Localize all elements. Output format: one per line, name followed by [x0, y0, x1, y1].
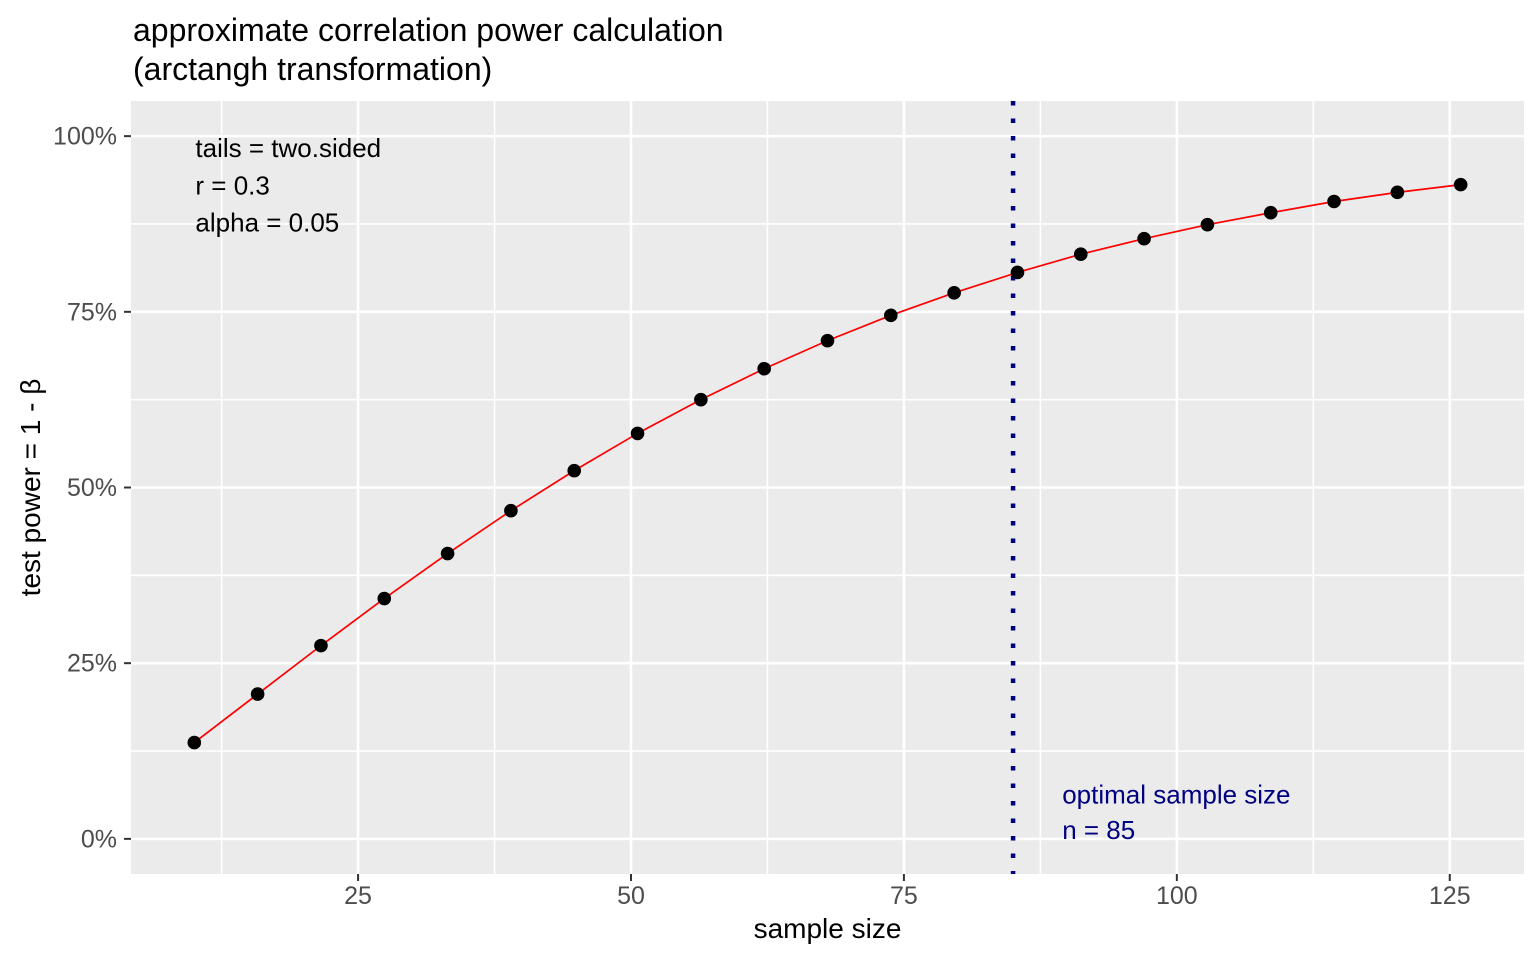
data-point	[504, 503, 518, 518]
data-point	[1263, 205, 1278, 220]
data-point	[1200, 217, 1215, 232]
axes-layer: 25 50 75 100 125 0% 25% 50% 75% 100%	[53, 123, 1471, 910]
data-point	[567, 463, 582, 478]
x-tick-label: 100	[1156, 882, 1198, 910]
x-tick-label: 75	[890, 882, 918, 910]
data-point	[1327, 194, 1341, 209]
data-point	[630, 426, 645, 441]
x-tick-label: 125	[1429, 882, 1471, 910]
data-point	[314, 638, 328, 653]
data-point	[757, 361, 771, 376]
annotation-optimal-sample-size: optimal sample size	[1062, 780, 1290, 810]
y-tick-label: 25%	[67, 650, 117, 678]
y-axis-title: test power = 1 - β	[15, 379, 46, 597]
y-tick-label: 50%	[67, 474, 117, 502]
annotation-r: r = 0.3	[195, 170, 269, 200]
data-point	[440, 546, 455, 561]
chart-title-line2: (arctangh transformation)	[133, 51, 493, 87]
annotation-tails: tails = two.sided	[195, 133, 381, 163]
chart-title: approximate correlation power calculatio…	[133, 11, 724, 89]
y-tick-label: 100%	[53, 123, 117, 151]
data-point	[694, 392, 708, 407]
grid-major	[131, 101, 1524, 874]
y-tick-label: 0%	[81, 825, 117, 853]
chart-title-line1: approximate correlation power calculatio…	[133, 12, 724, 48]
data-point	[884, 308, 898, 323]
power-series	[187, 177, 1468, 750]
data-point	[250, 687, 265, 701]
data-point	[947, 286, 961, 300]
data-point	[377, 591, 392, 606]
data-point	[1390, 185, 1405, 200]
data-point	[1453, 177, 1468, 192]
data-point	[1137, 231, 1151, 246]
x-tick-label: 25	[344, 882, 372, 910]
data-point	[1010, 265, 1025, 280]
data-point	[187, 735, 202, 750]
x-axis-title: sample size	[754, 913, 902, 944]
data-point	[820, 333, 835, 348]
data-point	[1073, 247, 1088, 261]
annotation-optimal-n-value: n = 85	[1062, 815, 1135, 845]
annotation-alpha: alpha = 0.05	[195, 208, 339, 238]
x-tick-label: 50	[617, 882, 645, 910]
y-tick-label: 75%	[67, 298, 117, 326]
